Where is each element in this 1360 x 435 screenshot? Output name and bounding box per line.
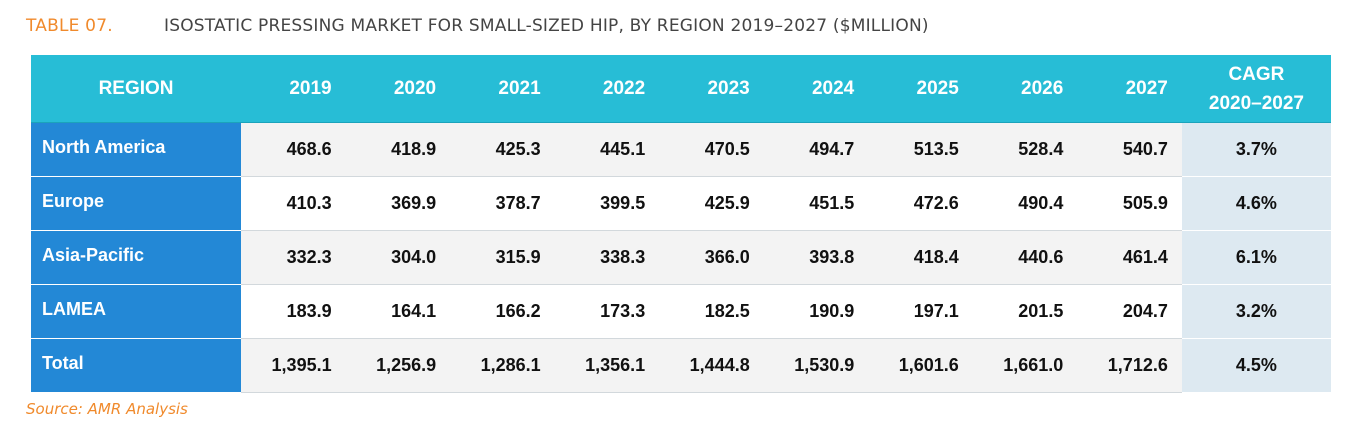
value-cell: 1,661.0 [972,338,1078,393]
table-row: Asia-Pacific 332.3 304.0 315.9 338.3 366.0 393… [31,230,1331,285]
value-cell: 528.4 [972,122,1078,177]
header-cagr: CAGR 2020–2027 [1181,55,1331,123]
value-cell: 451.5 [763,176,869,231]
value-cell: 201.5 [972,284,1078,339]
header-row: REGION 2019 2020 2021 2022 2023 2024 202… [31,55,1331,123]
header-year: 2022 [554,55,660,123]
value-cell: 418.9 [345,122,451,177]
value-cell: 1,444.8 [659,338,764,393]
cagr-cell: 3.7% [1181,122,1331,177]
value-cell: 399.5 [554,176,660,231]
header-year: 2021 [450,55,555,123]
value-cell: 164.1 [345,284,451,339]
table-row: Europe 410.3 369.9 378.7 399.5 425.9 451.5 472.… [31,176,1331,231]
header-cagr-line1: CAGR [1228,63,1285,85]
header-cagr-line2: 2020–2027 [1208,92,1304,114]
region-cell: North America [31,122,242,177]
value-cell: 378.7 [450,176,555,231]
value-cell: 166.2 [450,284,555,339]
cagr-cell: 6.1% [1181,230,1331,285]
value-cell: 1,256.9 [345,338,451,393]
value-cell: 472.6 [868,176,973,231]
header-year: 2027 [1077,55,1182,123]
value-cell: 204.7 [1077,284,1182,339]
cagr-cell: 3.2% [1181,284,1331,339]
value-cell: 540.7 [1077,122,1182,177]
value-cell: 1,530.9 [763,338,869,393]
header-year: 2023 [659,55,764,123]
value-cell: 183.9 [241,284,346,339]
market-table: REGION 2019 2020 2021 2022 2023 2024 202… [31,55,1331,393]
header-region: REGION [31,55,242,123]
region-cell: Total [31,338,242,393]
region-cell: Europe [31,176,242,231]
value-cell: 1,286.1 [450,338,555,393]
table-caption: TABLE 07. ISOSTATIC PRESSING MARKET FOR … [26,12,929,40]
value-cell: 1,395.1 [241,338,346,393]
header-year: 2019 [241,55,346,123]
table-row: North America 468.6 418.9 425.3 445.1 470.5 49… [31,122,1331,177]
value-cell: 445.1 [554,122,660,177]
value-cell: 425.9 [659,176,764,231]
value-cell: 304.0 [345,230,451,285]
value-cell: 425.3 [450,122,555,177]
value-cell: 505.9 [1077,176,1182,231]
value-cell: 1,601.6 [868,338,973,393]
header-year: 2024 [763,55,869,123]
value-cell: 468.6 [241,122,346,177]
table-title: ISOSTATIC PRESSING MARKET FOR SMALL-SIZE… [164,16,929,36]
header-year: 2020 [345,55,451,123]
value-cell: 332.3 [241,230,346,285]
value-cell: 1,356.1 [554,338,660,393]
value-cell: 190.9 [763,284,869,339]
value-cell: 366.0 [659,230,764,285]
value-cell: 338.3 [554,230,660,285]
value-cell: 315.9 [450,230,555,285]
value-cell: 1,712.6 [1077,338,1182,393]
value-cell: 410.3 [241,176,346,231]
source-note: Source: AMR Analysis [26,400,188,418]
value-cell: 369.9 [345,176,451,231]
value-cell: 418.4 [868,230,973,285]
value-cell: 197.1 [868,284,973,339]
value-cell: 494.7 [763,122,869,177]
table-row: Total 1,395.1 1,256.9 1,286.1 1,356.1 1,444.8… [31,338,1331,393]
table-body: North America 468.6 418.9 425.3 445.1 470.5 49… [31,122,1331,393]
region-cell: LAMEA [31,284,242,339]
value-cell: 173.3 [554,284,660,339]
header-year: 2026 [972,55,1078,123]
region-cell: Asia-Pacific [31,230,242,285]
value-cell: 182.5 [659,284,764,339]
cagr-cell: 4.5% [1181,338,1331,393]
value-cell: 461.4 [1077,230,1182,285]
table-number: TABLE 07. [26,16,113,36]
table-row: LAMEA 183.9 164.1 166.2 173.3 182.5 190.9 197.1… [31,284,1331,339]
value-cell: 490.4 [972,176,1078,231]
table-header: REGION 2019 2020 2021 2022 2023 2024 202… [31,55,1331,123]
cagr-cell: 4.6% [1181,176,1331,231]
value-cell: 440.6 [972,230,1078,285]
header-year: 2025 [868,55,973,123]
value-cell: 513.5 [868,122,973,177]
value-cell: 470.5 [659,122,764,177]
value-cell: 393.8 [763,230,869,285]
